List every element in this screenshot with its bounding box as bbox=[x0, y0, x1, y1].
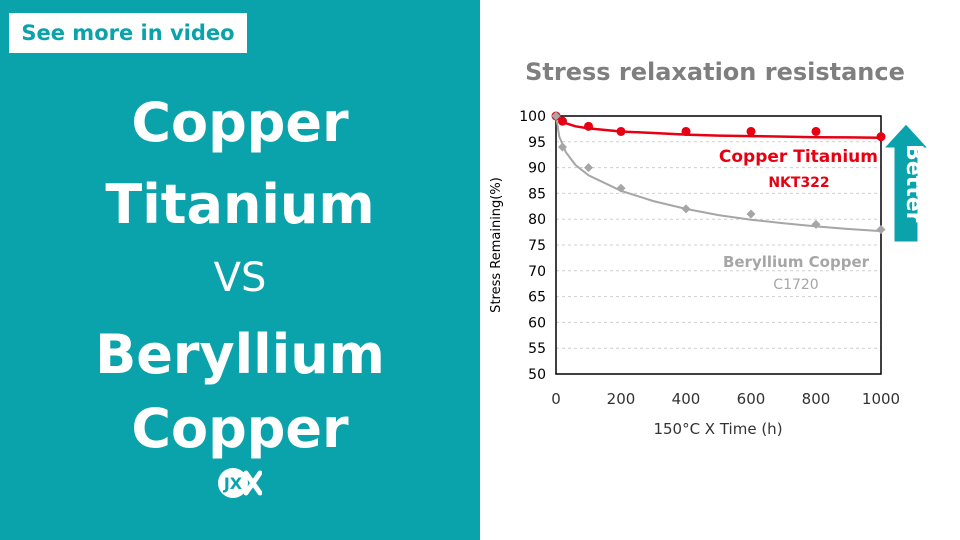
trend-line-beryllium-copper bbox=[555, 115, 882, 233]
x-tick-label: 0 bbox=[551, 390, 561, 408]
y-tick-label: 60 bbox=[528, 315, 546, 331]
y-tick-label: 50 bbox=[528, 367, 546, 383]
series-sublabel-nkt322: NKT322 bbox=[768, 175, 829, 191]
y-tick-label: 65 bbox=[528, 290, 546, 306]
data-point-beryllium-copper bbox=[746, 209, 756, 219]
y-tick-label: 70 bbox=[528, 264, 546, 280]
data-point-beryllium-copper bbox=[558, 142, 567, 152]
data-point-beryllium-copper bbox=[616, 183, 626, 193]
data-point-beryllium-copper bbox=[876, 225, 886, 235]
x-tick-label: 800 bbox=[802, 390, 831, 408]
x-tick-label: 1000 bbox=[862, 390, 900, 408]
y-tick-label: 90 bbox=[528, 161, 546, 177]
logo-text: JX bbox=[223, 474, 243, 493]
data-point-copper-titanium bbox=[746, 126, 756, 136]
series-label-beryllium-copper: Beryllium Copper bbox=[723, 253, 870, 271]
trend-line-copper-titanium bbox=[555, 115, 882, 139]
data-point-beryllium-copper bbox=[551, 111, 561, 121]
title-panel: See more in video Copper Titanium VS Ber… bbox=[0, 0, 480, 540]
y-tick-label: 75 bbox=[528, 238, 546, 254]
data-point-copper-titanium bbox=[811, 126, 821, 136]
chart-title: Stress relaxation resistance bbox=[525, 58, 905, 86]
chart-panel: Stress relaxation resistance 50 55 60 65 70 7… bbox=[480, 0, 960, 540]
data-point-copper-titanium bbox=[616, 126, 626, 136]
jx-logo: JX bbox=[218, 468, 262, 498]
y-tick-label: 55 bbox=[528, 341, 546, 357]
y-tick-label: 95 bbox=[528, 135, 546, 151]
x-tick-label: 400 bbox=[672, 390, 701, 408]
data-point-beryllium-copper bbox=[811, 219, 821, 229]
y-axis-label: Stress Remaining(%) bbox=[489, 177, 504, 313]
series-sublabel-c1720: C1720 bbox=[773, 277, 818, 293]
x-tick-label: 200 bbox=[607, 390, 636, 408]
data-point-copper-titanium bbox=[681, 126, 691, 136]
data-point-beryllium-copper bbox=[681, 204, 691, 214]
headline-line-4: Copper bbox=[131, 397, 349, 460]
plot-frame bbox=[555, 115, 882, 375]
data-point-beryllium-copper bbox=[584, 163, 593, 173]
y-tick-label: 100 bbox=[519, 109, 546, 125]
headline-line-1: Copper bbox=[131, 91, 349, 154]
data-point-copper-titanium bbox=[584, 121, 593, 131]
data-point-copper-titanium bbox=[558, 116, 567, 126]
series-label-copper-titanium: Copper Titanium bbox=[719, 147, 878, 167]
headline-line-2: Titanium bbox=[105, 173, 375, 236]
better-label: Better bbox=[901, 144, 926, 223]
headline-vs: VS bbox=[213, 255, 267, 301]
y-tick-label: 85 bbox=[528, 186, 546, 202]
data-point-copper-titanium bbox=[876, 132, 886, 142]
headline-line-3: Beryllium bbox=[95, 323, 385, 386]
see-more-video-button[interactable]: See more in video bbox=[9, 13, 247, 53]
x-tick-label: 600 bbox=[737, 390, 766, 408]
y-tick-label: 80 bbox=[528, 212, 546, 228]
x-axis-label: 150°C X Time (h) bbox=[653, 420, 782, 438]
better-arrow: Better bbox=[882, 123, 930, 243]
